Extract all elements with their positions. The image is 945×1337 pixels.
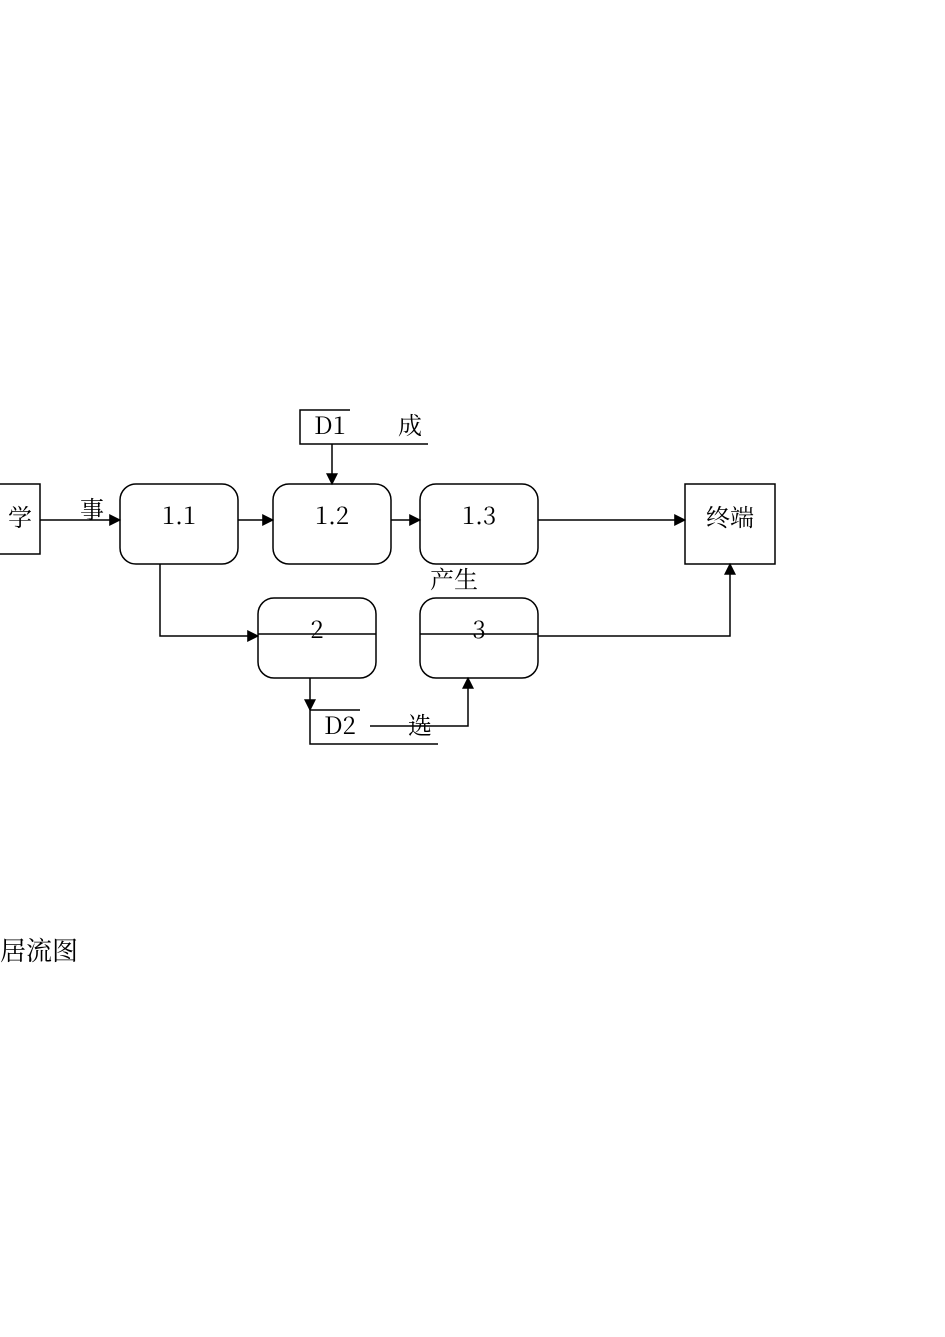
svg-text:成: 成 [398, 406, 422, 441]
svg-text:1.1: 1.1 [162, 496, 196, 531]
node-p13: 1.3 [420, 484, 538, 564]
data-flow-diagram: 学 1.1 1.2 1.3 终端 2 3 D1 成 D2 选 事产生居流图 [0, 0, 945, 1337]
svg-text:2: 2 [310, 610, 323, 645]
label-产生: 产生 [430, 560, 478, 595]
label-事: 事 [80, 490, 104, 525]
svg-text:3: 3 [472, 610, 485, 645]
node-p11: 1.1 [120, 484, 238, 564]
node-d1: D1 成 [300, 406, 428, 444]
svg-text:选: 选 [408, 706, 432, 741]
node-d2: D2 选 [310, 706, 438, 744]
svg-text:终端: 终端 [706, 498, 754, 533]
label-居流图: 居流图 [0, 931, 78, 968]
edge-p3-terminal [538, 564, 730, 636]
edge-p11-p2 [160, 564, 258, 636]
node-p2: 2 [258, 598, 376, 678]
node-p3: 3 [420, 598, 538, 678]
svg-text:D1: D1 [314, 406, 346, 441]
node-terminal: 终端 [685, 484, 775, 564]
svg-text:学: 学 [8, 498, 32, 533]
svg-text:1.3: 1.3 [462, 496, 496, 531]
node-ext_left: 学 [0, 484, 40, 554]
svg-text:D2: D2 [324, 706, 356, 741]
node-p12: 1.2 [273, 484, 391, 564]
svg-text:1.2: 1.2 [315, 496, 349, 531]
